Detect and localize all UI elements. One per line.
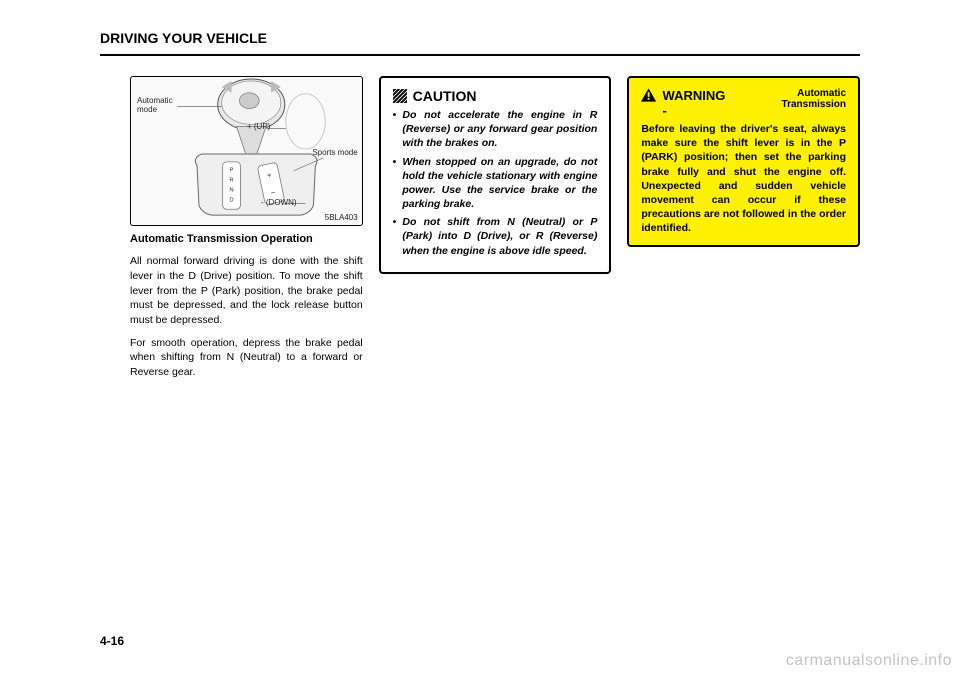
shifter-figure: P R N D + − Automatic mode [130, 76, 363, 226]
watermark: carmanualsonline.info [786, 652, 952, 670]
three-column-layout: P R N D + − Automatic mode [130, 76, 860, 380]
gate-p: P [230, 168, 234, 174]
caution-title: CAUTION [413, 88, 477, 104]
fig-label-sports: Sports mode [312, 149, 357, 158]
caution-callout: CAUTION Do not accelerate the engine in … [379, 76, 612, 274]
caution-list: Do not accelerate the engine in R (Rever… [393, 108, 598, 258]
column-3: WARNING - Automatic Transmission Before … [627, 76, 860, 380]
warning-callout: WARNING - Automatic Transmission Before … [627, 76, 860, 247]
fig-label-auto-mode: Automatic mode [137, 97, 182, 115]
gate-n: N [229, 187, 233, 193]
warning-icon [641, 88, 656, 102]
caution-item: Do not shift from N (Neutral) or P (Park… [393, 215, 598, 258]
column-2: CAUTION Do not accelerate the engine in … [379, 76, 612, 380]
fig-label-down: - (DOWN) [261, 199, 297, 208]
section-title: DRIVING YOUR VEHICLE [100, 30, 860, 56]
caution-header: CAUTION [393, 88, 598, 104]
page-number: 4-16 [100, 634, 124, 648]
column-1: P R N D + − Automatic mode [130, 76, 363, 380]
warning-title: WARNING - [663, 88, 730, 118]
warning-header: WARNING - Automatic Transmission [641, 88, 846, 118]
body-paragraph-2: For smooth operation, depress the brake … [130, 336, 363, 380]
warning-subtitle: Automatic Transmission [736, 88, 846, 110]
figure-caption: Automatic Transmission Operation [130, 232, 363, 246]
caution-item: When stopped on an upgrade, do not hold … [393, 155, 598, 212]
manual-page: DRIVING YOUR VEHICLE [0, 0, 960, 678]
fig-label-up: + (UP) [247, 123, 270, 132]
body-paragraph-1: All normal forward driving is done with … [130, 254, 363, 327]
gate-d: D [229, 197, 233, 203]
fig-code: 5BLA403 [325, 214, 358, 223]
caution-icon [393, 89, 407, 103]
gate-r: R [229, 178, 233, 184]
caution-item: Do not accelerate the engine in R (Rever… [393, 108, 598, 151]
warning-body: Before leaving the driver's seat, always… [641, 122, 846, 235]
